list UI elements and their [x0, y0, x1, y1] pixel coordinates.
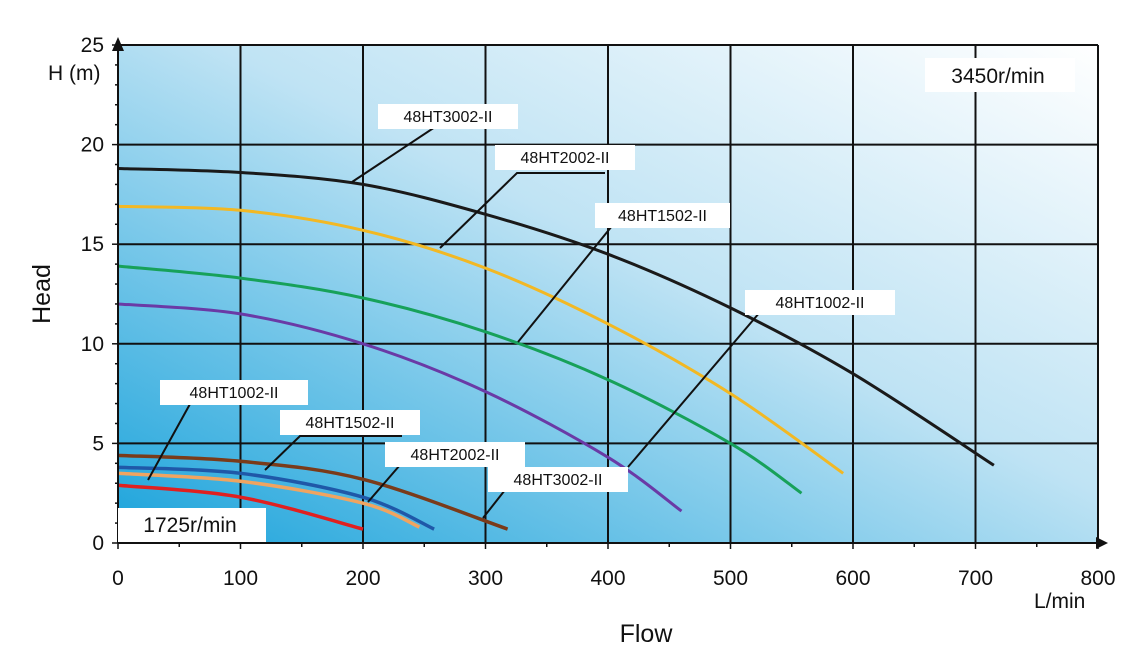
series-label-48ht3002-ii-high: 48HT3002-II: [404, 109, 493, 126]
leader-line: [517, 225, 613, 343]
tick-labels: 0 100 200 300 400 500 600 700 800 0 5 10 15 20 25: [81, 34, 1116, 590]
x-tick-label: 600: [835, 567, 870, 590]
leader-line: [147, 403, 191, 481]
y-tick-label: 20: [81, 134, 104, 157]
x-tick-label: 200: [345, 567, 380, 590]
series-labels: 48HT3002-II 48HT2002-II 48HT1502-II 48HT100…: [160, 104, 895, 492]
axes: [112, 37, 1108, 549]
series-line-48ht1002-ii-high: [117, 302, 683, 513]
x-unit-label: L/min: [1034, 590, 1085, 613]
x-tick-label: 500: [713, 567, 748, 590]
leader-line: [627, 311, 761, 468]
series-label-48ht1502-ii-high: 48HT1502-II: [618, 208, 707, 225]
y-tick-label: 10: [81, 333, 104, 356]
x-tick-label: 0: [112, 567, 124, 590]
series-label-48ht3002-ii-low-box: [488, 467, 628, 492]
leader-line: [264, 435, 402, 471]
speed-label-high: 3450r/min: [951, 65, 1044, 88]
series-line-48ht3002-ii-low: [117, 453, 509, 531]
x-tick-label: 800: [1080, 567, 1115, 590]
x-axis-title: Flow: [620, 620, 674, 648]
series-line-48ht1502-ii-low: [117, 465, 435, 531]
series-line-48ht3002-ii-high: [117, 167, 995, 467]
leader-line: [439, 172, 605, 249]
y-tick-label: 25: [81, 34, 104, 57]
x-tick-label: 700: [958, 567, 993, 590]
series-line-48ht2002-ii-low: [117, 471, 421, 529]
series-line-48ht2002-ii-high: [117, 204, 845, 475]
x-tick-label: 400: [590, 567, 625, 590]
series-line-48ht1502-ii-high: [117, 264, 803, 495]
series-label-48ht1502-ii-low: 48HT1502-II: [306, 415, 395, 432]
label-leaders: [147, 126, 761, 519]
series-label-48ht3002-ii-low: 48HT3002-II: [514, 472, 603, 489]
series-label-48ht1002-ii-high: 48HT1002-II: [776, 295, 865, 312]
speed-label-high-box: [925, 58, 1075, 92]
y-tick-label: 5: [92, 432, 104, 455]
series-label-48ht1502-ii-low-box: [280, 410, 420, 435]
x-axis-arrow: [1096, 537, 1108, 549]
y-unit-label: H (m): [48, 62, 100, 85]
y-tick-label: 0: [92, 532, 104, 555]
x-tick-label: 100: [223, 567, 258, 590]
y-tick-label: 15: [81, 233, 104, 256]
leader-line: [482, 489, 506, 519]
x-tick-label: 300: [468, 567, 503, 590]
series-label-48ht2002-ii-high: 48HT2002-II: [521, 150, 610, 167]
leader-line: [367, 464, 401, 503]
curves: [117, 167, 995, 531]
series-label-48ht2002-ii-high-box: [495, 145, 635, 170]
series-label-48ht2002-ii-low-box: [385, 442, 525, 467]
series-label-48ht1002-ii-high-box: [745, 290, 895, 315]
series-label-48ht3002-ii-high-box: [378, 104, 518, 129]
series-line-48ht1002-ii-low: [117, 483, 364, 531]
series-label-48ht1002-ii-low-box: [160, 380, 308, 405]
series-label-48ht1502-ii-high-box: [595, 203, 730, 228]
y-axis-arrow: [112, 37, 124, 51]
speed-label-low: 1725r/min: [143, 514, 236, 537]
y-axis-title: Head: [28, 264, 56, 324]
speed-label-low-box: [118, 508, 266, 542]
leader-line: [351, 126, 436, 183]
series-label-48ht1002-ii-low: 48HT1002-II: [190, 385, 279, 402]
series-label-48ht2002-ii-low: 48HT2002-II: [411, 447, 500, 464]
